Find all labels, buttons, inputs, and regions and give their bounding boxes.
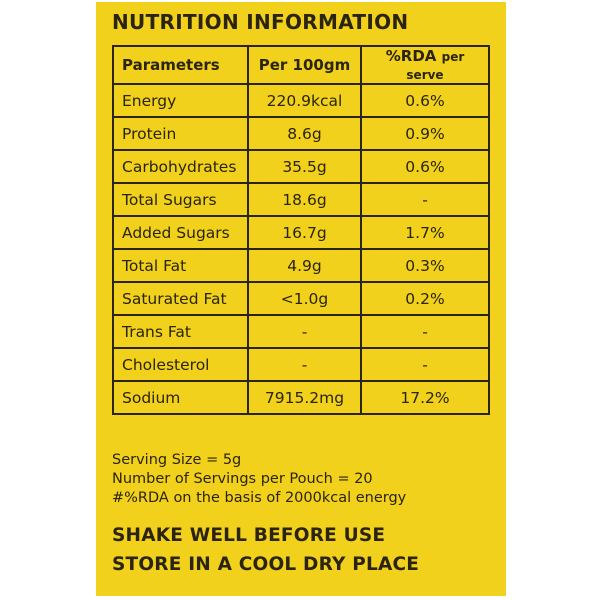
table-cell: 1.7% <box>360 215 490 250</box>
table-cell: 0.3% <box>360 248 490 283</box>
table-cell: - <box>360 314 490 349</box>
table-row: Sodium 7915.2mg 17.2% <box>112 380 490 415</box>
table-cell: Carbohydrates <box>112 149 249 184</box>
instruction: STORE IN A COOL DRY PLACE <box>112 554 420 575</box>
table-cell: - <box>360 347 490 382</box>
table-row: Cholesterol - - <box>112 347 490 382</box>
header-cell: %RDA per serve <box>360 45 490 85</box>
table-cell: 7915.2mg <box>247 380 362 415</box>
table-cell: - <box>247 314 362 349</box>
table-cell: 0.6% <box>360 83 490 118</box>
table-cell: 35.5g <box>247 149 362 184</box>
table-row: Total Sugars 18.6g - <box>112 182 490 217</box>
label-panel: NUTRITION INFORMATION Parameters Per 100g… <box>96 2 506 596</box>
table-cell: 16.7g <box>247 215 362 250</box>
instruction: SHAKE WELL BEFORE USE <box>112 525 386 546</box>
table-cell: 4.9g <box>247 248 362 283</box>
table-cell: <1.0g <box>247 281 362 316</box>
header-cell: Parameters <box>112 45 249 85</box>
table-cell: Sodium <box>112 380 249 415</box>
title: NUTRITION INFORMATION <box>112 10 409 34</box>
note: Number of Servings per Pouch = 20 <box>112 471 373 487</box>
table-cell: Protein <box>112 116 249 151</box>
table-cell: 0.6% <box>360 149 490 184</box>
table-row: Protein 8.6g 0.9% <box>112 116 490 151</box>
nutrition-table: Parameters Per 100gm %RDA per serve Energy 2… <box>112 45 490 415</box>
table-cell: - <box>360 182 490 217</box>
table-row: Trans Fat - - <box>112 314 490 349</box>
header-sub: per serve <box>406 50 465 82</box>
table-cell: Cholesterol <box>112 347 249 382</box>
table-cell: Total Sugars <box>112 182 249 217</box>
table-cell: 0.9% <box>360 116 490 151</box>
table-cell: Added Sugars <box>112 215 249 250</box>
note: Serving Size = 5g <box>112 452 242 468</box>
table-cell: 18.6g <box>247 182 362 217</box>
table-row: Saturated Fat <1.0g 0.2% <box>112 281 490 316</box>
table-cell: Energy <box>112 83 249 118</box>
table-cell: 0.2% <box>360 281 490 316</box>
table-cell: 17.2% <box>360 380 490 415</box>
table-cell: Trans Fat <box>112 314 249 349</box>
table-cell: 8.6g <box>247 116 362 151</box>
table-row: Total Fat 4.9g 0.3% <box>112 248 490 283</box>
table-row: Energy 220.9kcal 0.6% <box>112 83 490 118</box>
table-cell: Total Fat <box>112 248 249 283</box>
table-cell: - <box>247 347 362 382</box>
table-cell: Saturated Fat <box>112 281 249 316</box>
header-row: Parameters Per 100gm %RDA per serve <box>112 45 490 85</box>
header-cell: Per 100gm <box>247 45 362 85</box>
table-row: Carbohydrates 35.5g 0.6% <box>112 149 490 184</box>
note: #%RDA on the basis of 2000kcal energy <box>112 490 407 506</box>
table-cell: 220.9kcal <box>247 83 362 118</box>
header-main: %RDA <box>385 47 437 65</box>
table-row: Added Sugars 16.7g 1.7% <box>112 215 490 250</box>
